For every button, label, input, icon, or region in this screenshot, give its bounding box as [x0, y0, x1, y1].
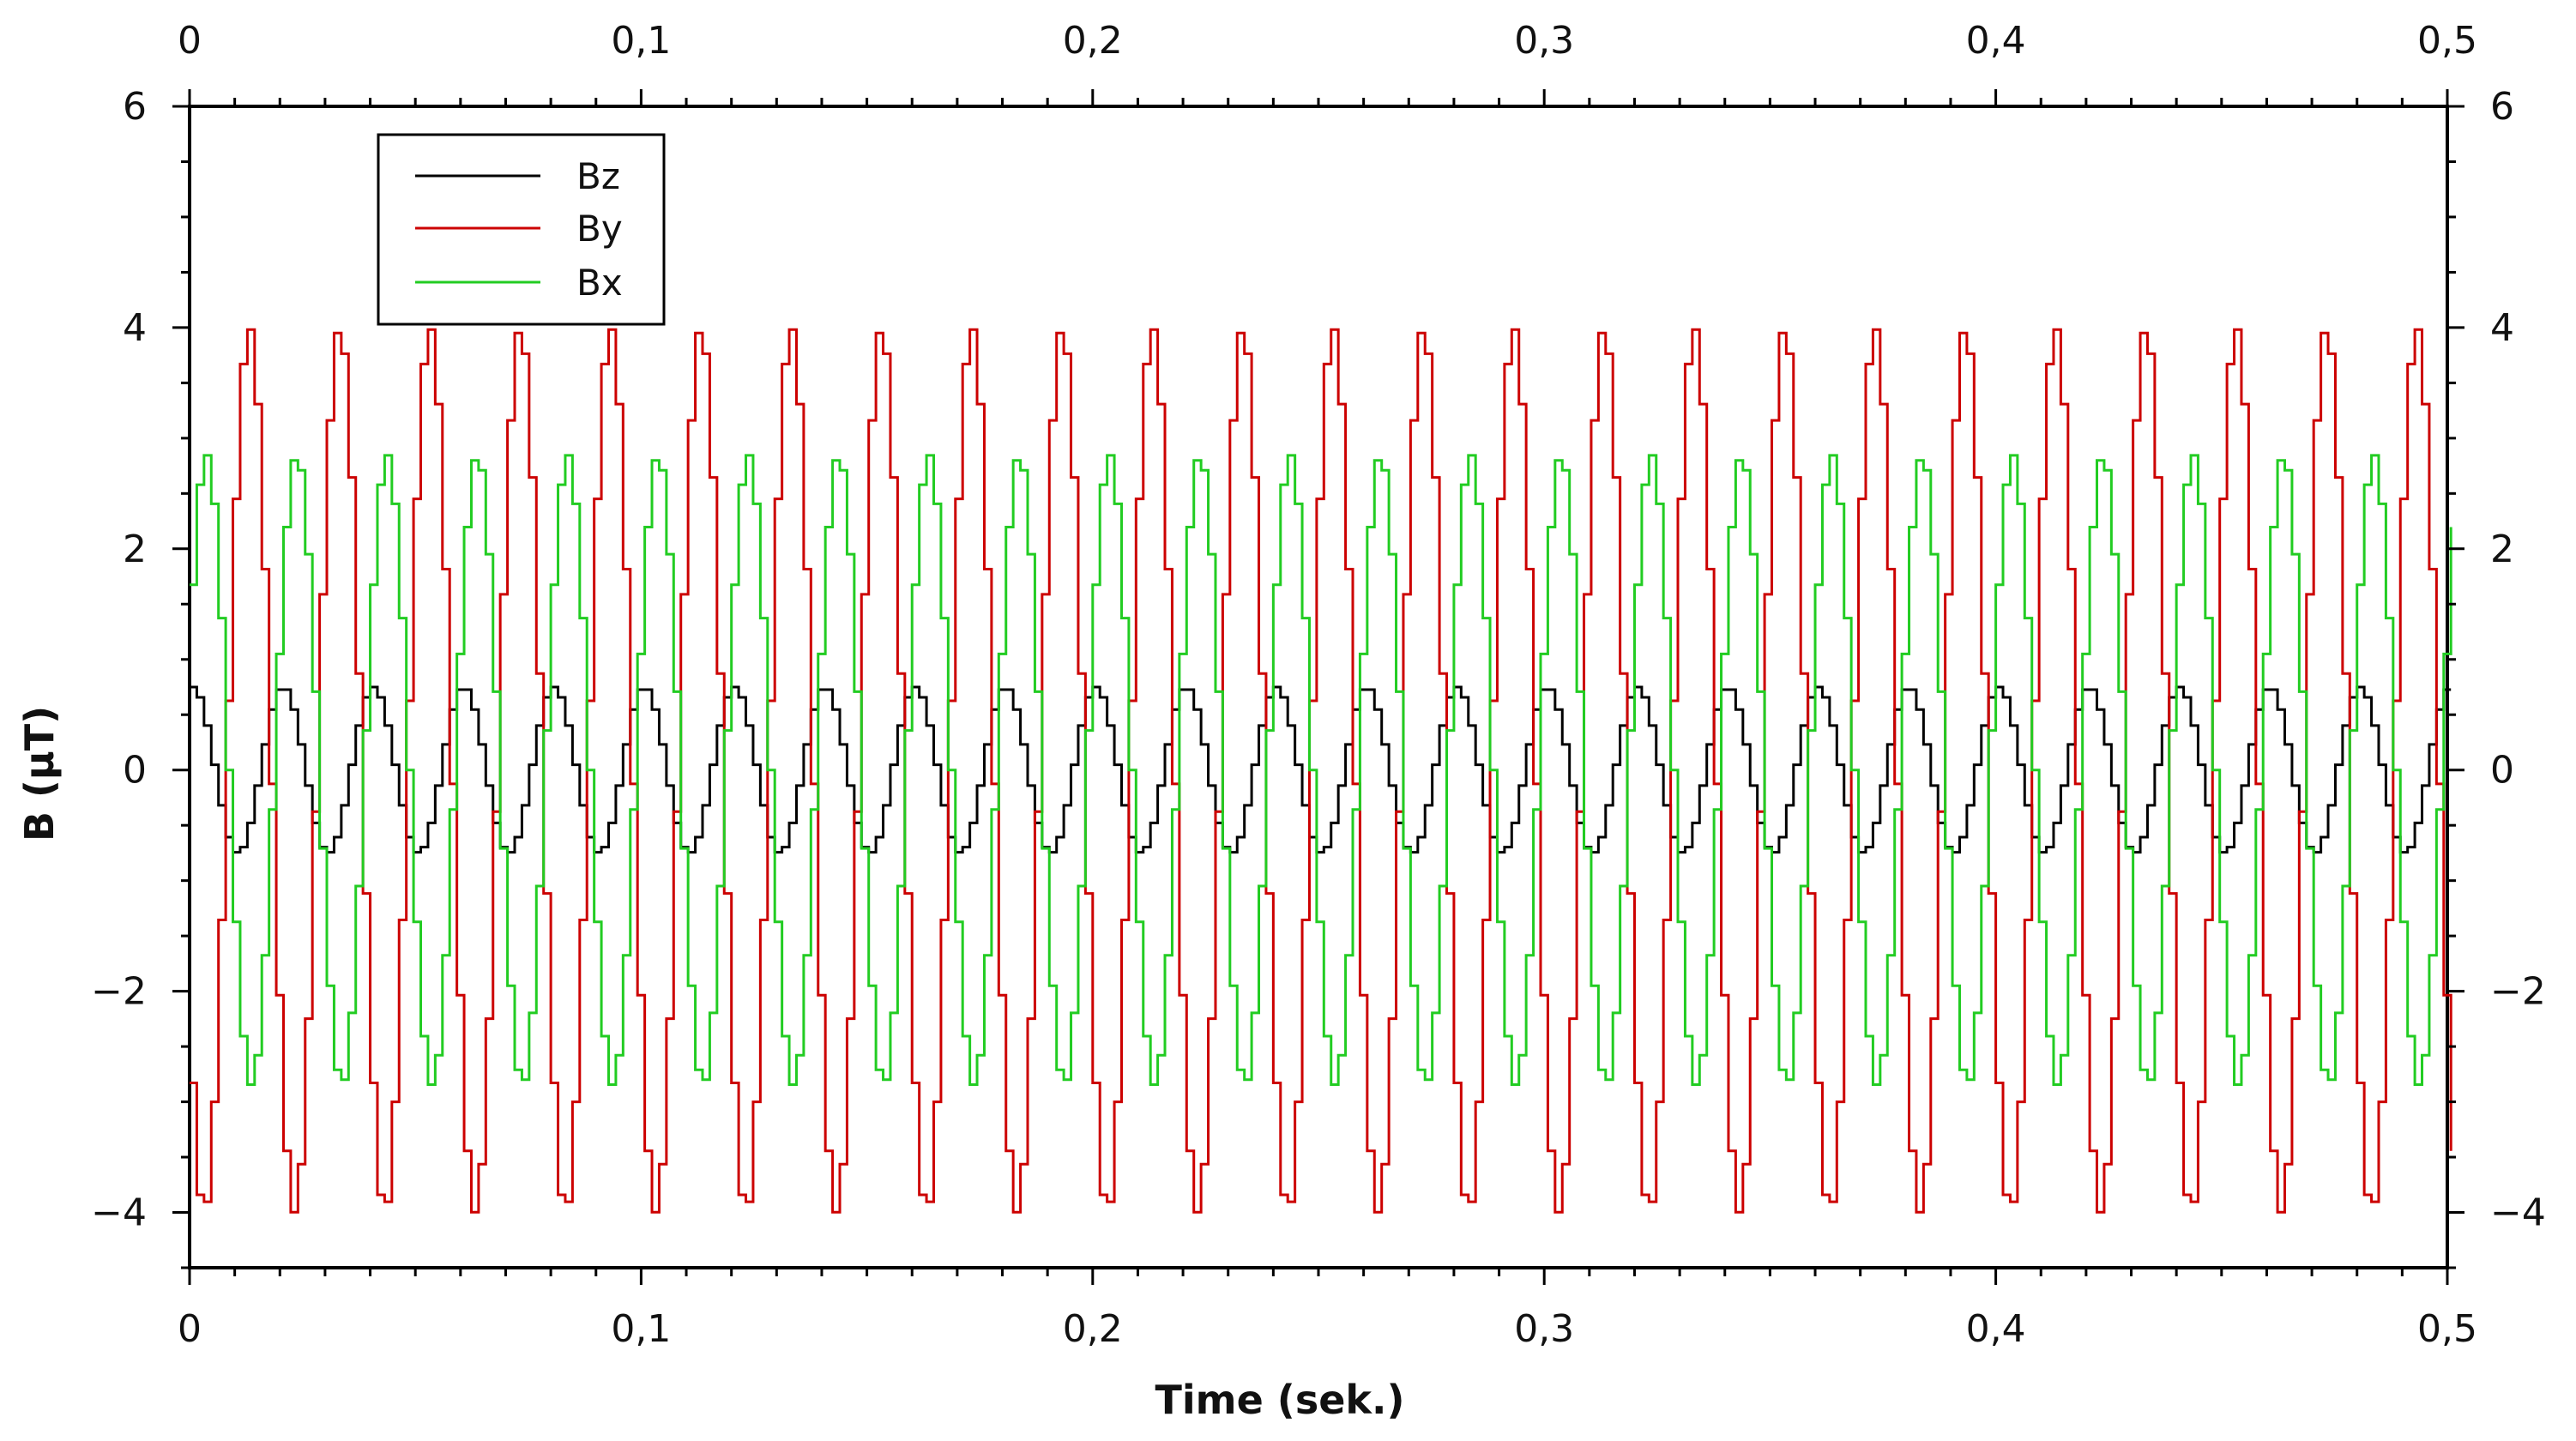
series-line-bx: [190, 454, 2452, 1086]
y-tick-label-right: 4: [2490, 306, 2514, 350]
y-tick-label-right: 6: [2490, 85, 2514, 129]
series-line-by: [190, 328, 2452, 1214]
x-tick-label-bottom: 0: [178, 1307, 202, 1351]
y-tick-label-left: 2: [123, 528, 147, 571]
labels-layer: 0 0 0,1 0,1 0,2 0,2 0,3 0,3 0,4 0,4 0,5 0,5 −4 −4 −2 −2…: [91, 19, 2546, 1351]
series-layer: [190, 328, 2452, 1214]
legend: Bz By Bx: [377, 133, 666, 326]
x-axis-title: Time (sek.): [1155, 1377, 1405, 1423]
legend-label-by: By: [576, 208, 623, 250]
x-tick-label-top: 0,2: [1063, 19, 1123, 63]
x-tick-label-bottom: 0,2: [1063, 1307, 1123, 1351]
y-tick-label-left: 6: [123, 85, 147, 129]
x-tick-label-top: 0,3: [1514, 19, 1574, 63]
y-tick-label-right: 0: [2490, 749, 2514, 793]
x-tick-label-top: 0,5: [2417, 19, 2477, 63]
ticks-layer: [172, 89, 2464, 1285]
y-tick-label-right: −2: [2490, 970, 2546, 1014]
legend-label-bx: Bx: [576, 262, 623, 304]
x-tick-label-bottom: 0,1: [611, 1307, 671, 1351]
y-tick-label-right: 2: [2490, 528, 2514, 571]
x-tick-label-bottom: 0,5: [2417, 1307, 2477, 1351]
y-tick-label-right: −4: [2490, 1191, 2546, 1235]
x-tick-label-top: 0: [178, 19, 202, 63]
y-tick-label-left: −4: [91, 1191, 147, 1235]
x-tick-label-bottom: 0,3: [1514, 1307, 1574, 1351]
y-tick-label-left: 4: [123, 306, 147, 350]
x-tick-label-top: 0,1: [611, 19, 671, 63]
x-tick-label-top: 0,4: [1966, 19, 2026, 63]
y-axis-title: B (µT): [16, 706, 63, 841]
y-tick-label-left: 0: [123, 749, 147, 793]
y-tick-label-left: −2: [91, 970, 147, 1014]
x-tick-label-bottom: 0,4: [1966, 1307, 2026, 1351]
legend-label-bz: Bz: [576, 155, 620, 197]
